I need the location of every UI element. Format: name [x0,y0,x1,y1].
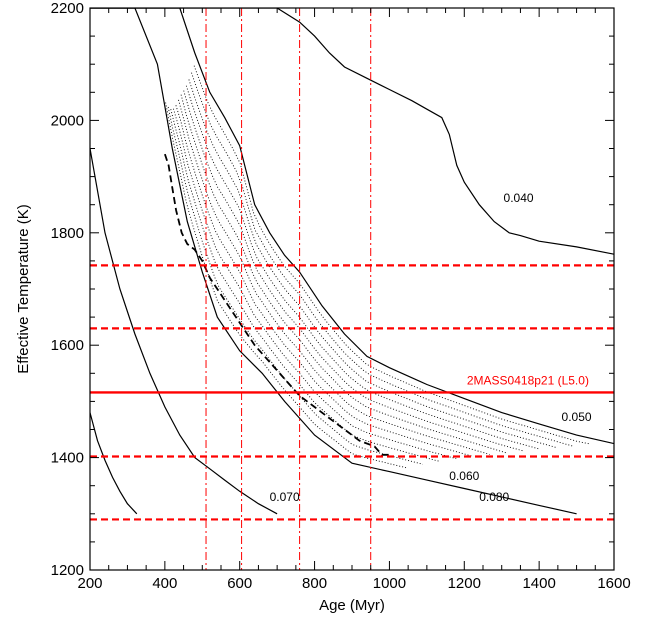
y-tick-label: 1200 [51,562,84,579]
y-tick-label: 2000 [51,112,84,129]
mass-track-0.070 [90,148,278,515]
interpolated-track [165,102,407,469]
interpolated-track [178,99,490,455]
x-tick-label: 1200 [448,575,481,592]
interpolated-track [191,72,574,447]
mass-label-0.060: 0.060 [449,469,479,483]
mass-labels: 0.080 0.070 0.060 0.050 0.040 [270,191,592,504]
best-fit-track [164,153,390,456]
age-bound-lines [205,8,372,570]
interpolated-track [180,94,507,454]
x-tick-label: 400 [152,575,177,592]
x-tick-label: 1000 [373,575,406,592]
mass-tracks [90,8,614,515]
axis-ticks: 200 400 600 800 1000 1200 1400 1600 1200 1400 1600… [51,0,631,592]
x-tick-label: 600 [227,575,252,592]
mass-label-0.070: 0.070 [270,490,300,504]
y-tick-label: 1800 [51,225,84,242]
mass-label-0.050: 0.050 [562,410,592,424]
interpolated-track [193,65,590,445]
axes-frame [89,7,615,571]
target-label: 2MASS0418p21 (L5.0) [467,373,589,387]
y-tick-label: 1400 [51,450,84,467]
interpolated-track [185,85,540,450]
x-tick-label: 200 [77,575,102,592]
x-tick-label: 1600 [597,575,630,592]
mass-track-0.050 [90,8,614,445]
mass-track-0.060 [90,8,577,515]
mass-label-0.080: 0.080 [479,490,509,504]
mass-label-0.040: 0.040 [504,191,534,205]
mass-track-0.080 [90,412,138,515]
y-tick-label: 2200 [51,0,84,17]
mass-track-0.040 [90,8,614,255]
x-axis-label: Age (Myr) [319,597,385,614]
y-tick-label: 1600 [51,337,84,354]
interpolated-track [175,105,474,457]
interpolated-track [183,90,524,452]
x-tick-label: 1400 [522,575,555,592]
y-axis-label: Effective Temperature (K) [15,204,32,374]
best-fit-line [164,153,390,456]
x-tick-label: 800 [302,575,327,592]
interpolated-track [170,109,440,462]
